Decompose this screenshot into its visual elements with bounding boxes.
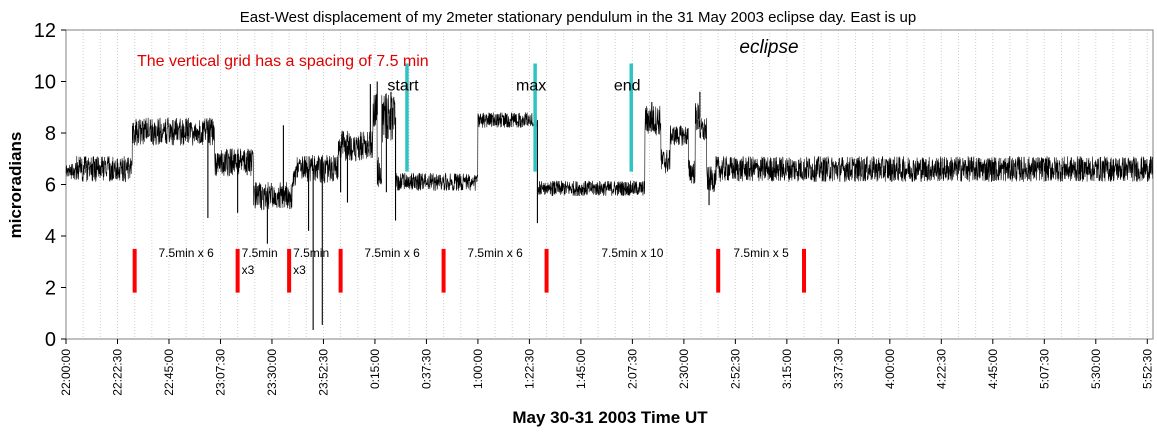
x-tick-label: 4:22:30: [934, 349, 948, 389]
eclipse-end-label: end: [614, 78, 641, 95]
x-tick-label: 0:15:00: [368, 349, 382, 389]
y-tick-label: 12: [34, 20, 56, 42]
x-tick-label: 23:52:30: [316, 349, 330, 396]
eclipse-markers: start max end: [387, 63, 641, 172]
interval-label: 7.5min x 6: [158, 246, 214, 260]
x-tick-label: 23:30:00: [265, 349, 279, 396]
x-tick-label: 2:07:30: [625, 349, 639, 389]
plot-area: [65, 29, 1154, 340]
grid-note: The vertical grid has a spacing of 7.5 m…: [137, 53, 429, 70]
x-tick-label: 2:52:30: [728, 349, 742, 389]
eclipse-max-label: max: [516, 78, 546, 95]
chart-title: East-West displacement of my 2meter stat…: [240, 9, 916, 26]
x-tick-label: 1:00:00: [471, 349, 485, 389]
interval-label: 7.5min x3: [242, 246, 278, 277]
x-tick-label: 1:22:30: [522, 349, 536, 389]
interval-label: 7.5min x 6: [467, 246, 523, 260]
y-axis-label: microradians: [6, 132, 25, 239]
interval-markers: 7.5min x 6 7.5min x3 7.5min x3 7.5min x 6 7.5m…: [132, 246, 807, 293]
y-tick-label: 0: [45, 329, 56, 351]
interval-label: 7.5min x 5: [733, 246, 789, 260]
x-tick-label: 5:07:30: [1037, 349, 1051, 389]
trace-line: [65, 93, 1154, 211]
x-axis: 22:00:00 22:22:30 22:45:00 23:07:30 23:30:00…: [59, 339, 1154, 396]
eclipse-start-label: start: [387, 78, 419, 95]
x-tick-label: 23:07:30: [213, 349, 227, 396]
x-tick-label: 4:00:00: [883, 349, 897, 389]
y-tick-label: 8: [45, 123, 56, 145]
data-trace: [65, 81, 1154, 330]
x-tick-label: 3:37:30: [831, 349, 845, 389]
y-tick-label: 6: [45, 175, 56, 197]
y-tick-label: 2: [45, 278, 56, 300]
y-tick-label: 10: [34, 72, 56, 94]
x-tick-label: 1:45:00: [574, 349, 588, 389]
x-tick-label: 5:30:00: [1089, 349, 1103, 389]
x-tick-label: 22:45:00: [162, 349, 176, 396]
interval-label: 7.5min x 6: [364, 246, 420, 260]
x-axis-label: May 30-31 2003 Time UT: [512, 408, 708, 427]
x-tick-label: 2:30:00: [677, 349, 691, 389]
interval-label: 7.5min x3: [293, 246, 329, 277]
y-axis: 0 2 4 6 8 10 12: [34, 20, 66, 351]
eclipse-label: eclipse: [739, 37, 798, 58]
interval-label: 7.5min x 10: [601, 246, 663, 260]
grid: [82, 30, 1148, 339]
x-tick-label: 3:15:00: [780, 349, 794, 389]
x-tick-label: 0:37:30: [419, 349, 433, 389]
y-tick-label: 4: [45, 226, 56, 248]
x-tick-label: 5:52:30: [1140, 349, 1154, 389]
x-tick-label: 22:22:30: [110, 349, 124, 396]
x-tick-label: 4:45:00: [986, 349, 1000, 389]
x-tick-label: 22:00:00: [59, 349, 73, 396]
